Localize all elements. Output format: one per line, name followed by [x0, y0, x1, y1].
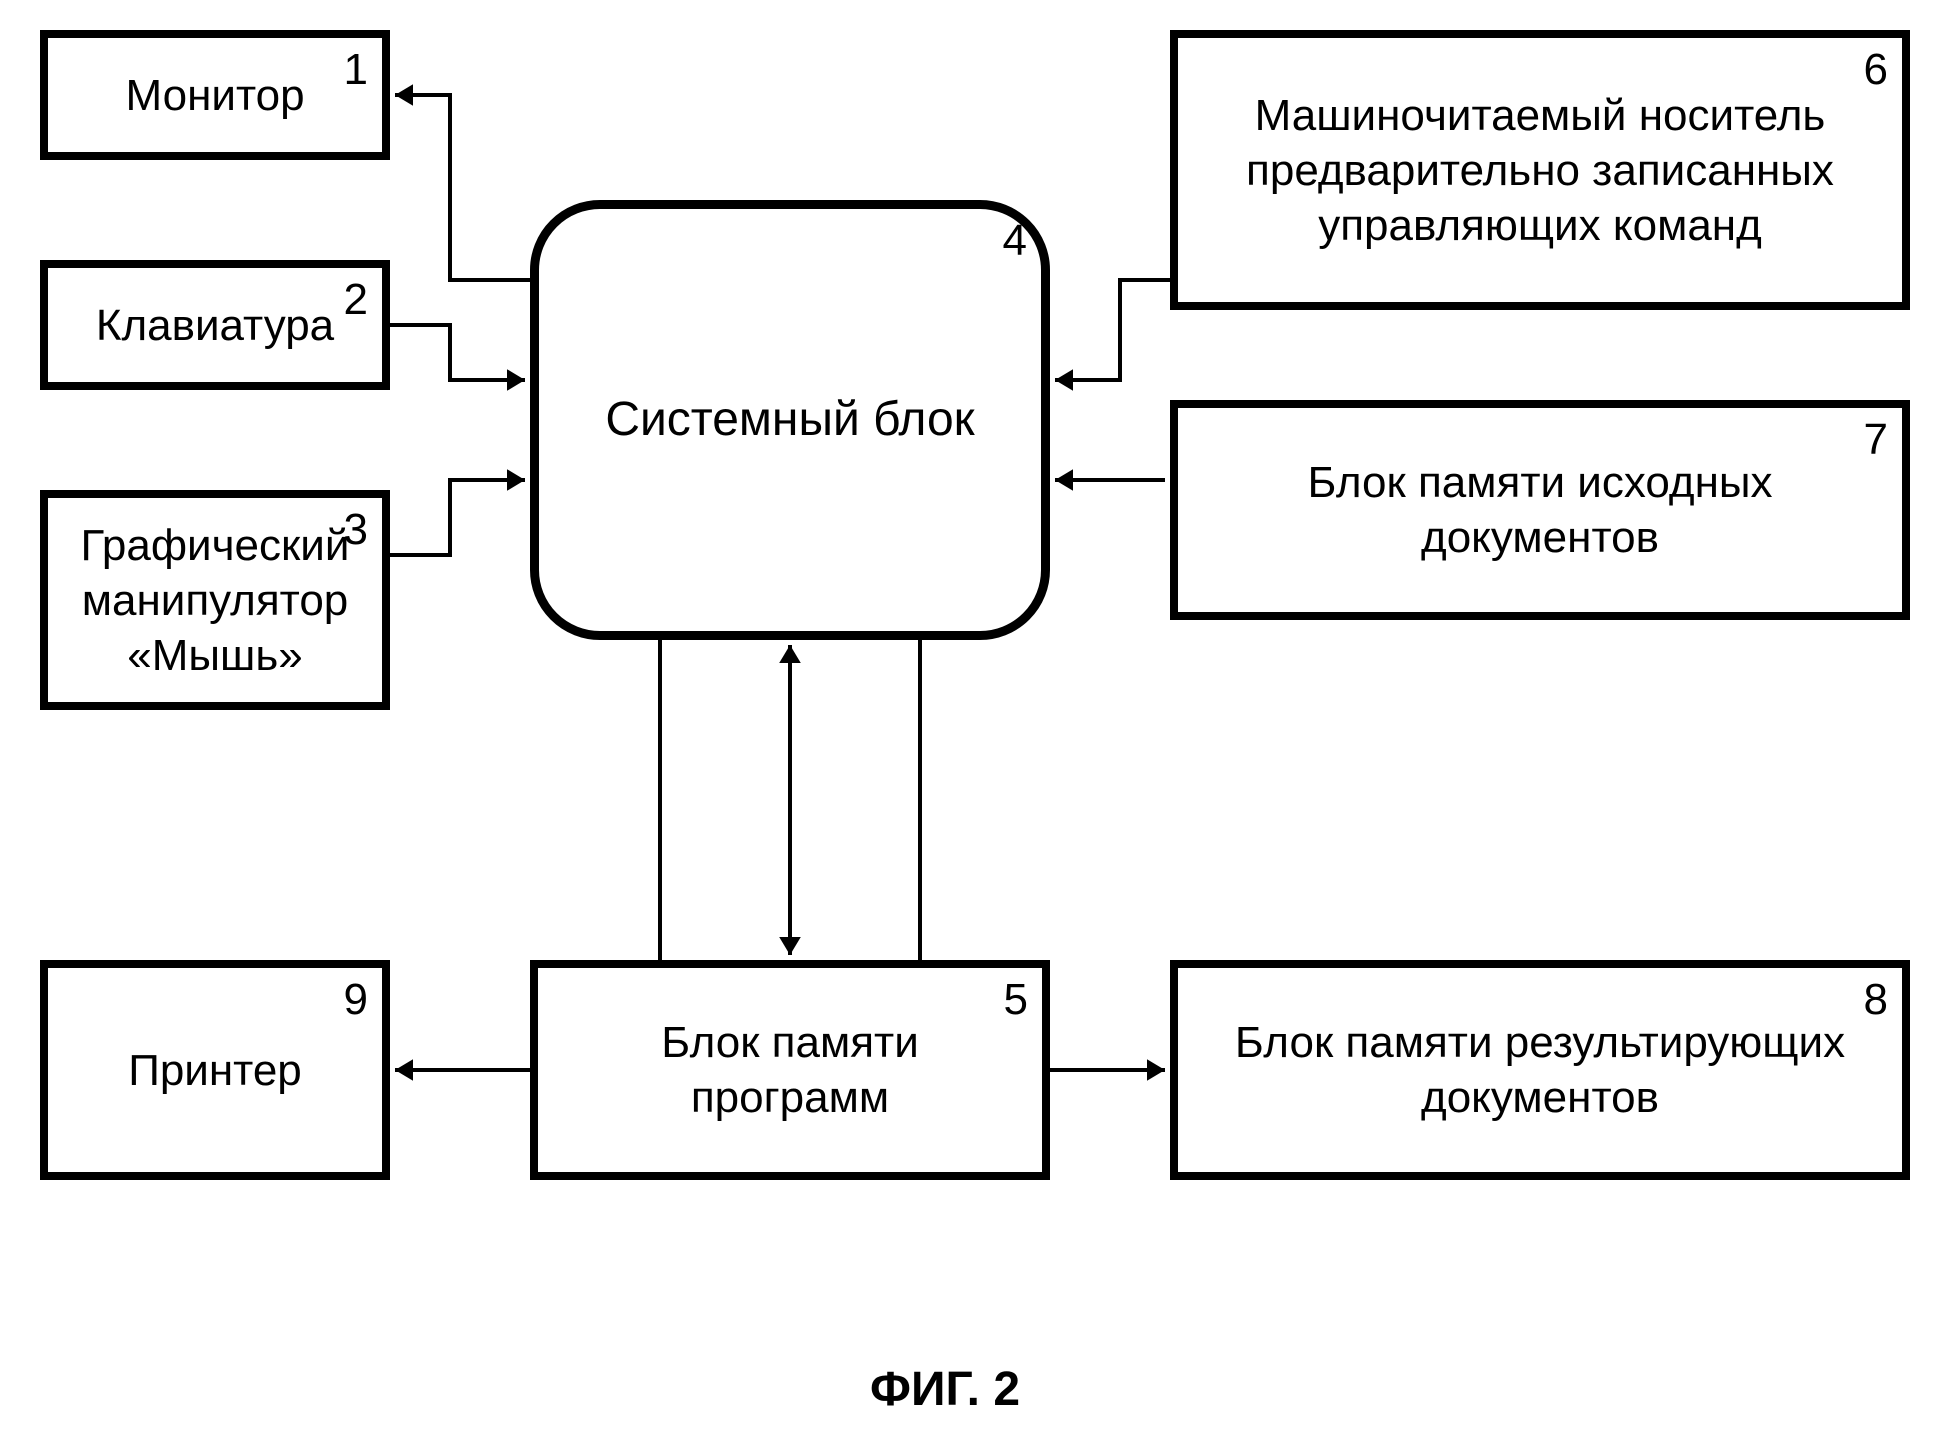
node-number: 5 — [1004, 972, 1028, 1027]
node-n3: 3Графический манипулятор «Мышь» — [40, 490, 390, 710]
node-label: Монитор — [125, 68, 304, 123]
edge — [1055, 280, 1170, 380]
node-label: Блок памяти исходных документов — [1198, 455, 1882, 565]
node-number: 3 — [344, 502, 368, 557]
node-number: 1 — [344, 42, 368, 97]
node-number: 6 — [1864, 42, 1888, 97]
node-n1: 1 Монитор — [40, 30, 390, 160]
node-n6: 6Машиночитаемый носитель предварительно … — [1170, 30, 1910, 310]
edge — [390, 325, 525, 380]
node-number: 9 — [344, 972, 368, 1027]
node-label: Принтер — [128, 1043, 302, 1098]
node-label: Клавиатура — [96, 298, 334, 353]
node-number: 4 — [1003, 213, 1027, 268]
node-n2: 2Клавиатура — [40, 260, 390, 390]
node-label: Графический манипулятор «Мышь» — [68, 518, 362, 683]
node-number: 8 — [1864, 972, 1888, 1027]
figure-caption: ФИГ. 2 — [870, 1362, 1020, 1417]
edge — [390, 480, 525, 555]
node-n7: 7Блок памяти исходных документов — [1170, 400, 1910, 620]
node-n8: 8Блок памяти результирующих документов — [1170, 960, 1910, 1180]
node-n5: 5Блок памяти программ — [530, 960, 1050, 1180]
node-n9: 9 Принтер — [40, 960, 390, 1180]
edge — [395, 95, 530, 280]
node-label: Системный блок — [605, 390, 974, 450]
diagram-stage: ФИГ. 2 1 Монитор 2Клавиатура 3Графический м… — [0, 0, 1948, 1432]
node-label: Блок памяти результирующих документов — [1198, 1015, 1882, 1125]
node-label: Машиночитаемый носитель предварительно з… — [1198, 88, 1882, 253]
node-number: 2 — [344, 272, 368, 327]
node-number: 7 — [1864, 412, 1888, 467]
node-n4: 4 Системный блок — [530, 200, 1050, 640]
node-label: Блок памяти программ — [558, 1015, 1022, 1125]
